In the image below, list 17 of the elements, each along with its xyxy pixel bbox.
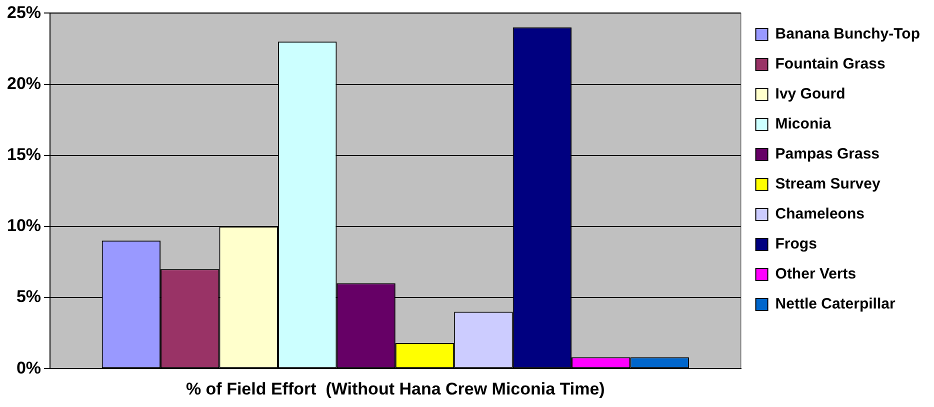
y-tick-label: 5%	[16, 287, 42, 306]
legend-label: Other Verts	[775, 266, 856, 283]
legend-label: Ivy Gourd	[775, 86, 846, 103]
x-tick-label: % of Field Effort (Without Hana Crew Miconia Time)	[186, 379, 605, 398]
legend-label: Miconia	[775, 116, 832, 133]
legend-label: Nettle Caterpillar	[775, 296, 896, 313]
y-tick-label: 25%	[6, 2, 42, 22]
legend-label: Stream Survey	[775, 176, 881, 193]
legend-label: Fountain Grass	[775, 56, 886, 73]
legend-label: Chameleons	[775, 206, 864, 223]
legend-label: Banana Bunchy-Top	[775, 26, 920, 43]
y-tick-label: 20%	[6, 74, 42, 93]
y-tick-label: 10%	[6, 216, 42, 236]
legend-label: Frogs	[775, 236, 817, 253]
y-tick-label: 15%	[6, 145, 42, 164]
y-tick-label: 0%	[16, 358, 42, 378]
legend-label: Pampas Grass	[775, 146, 880, 163]
